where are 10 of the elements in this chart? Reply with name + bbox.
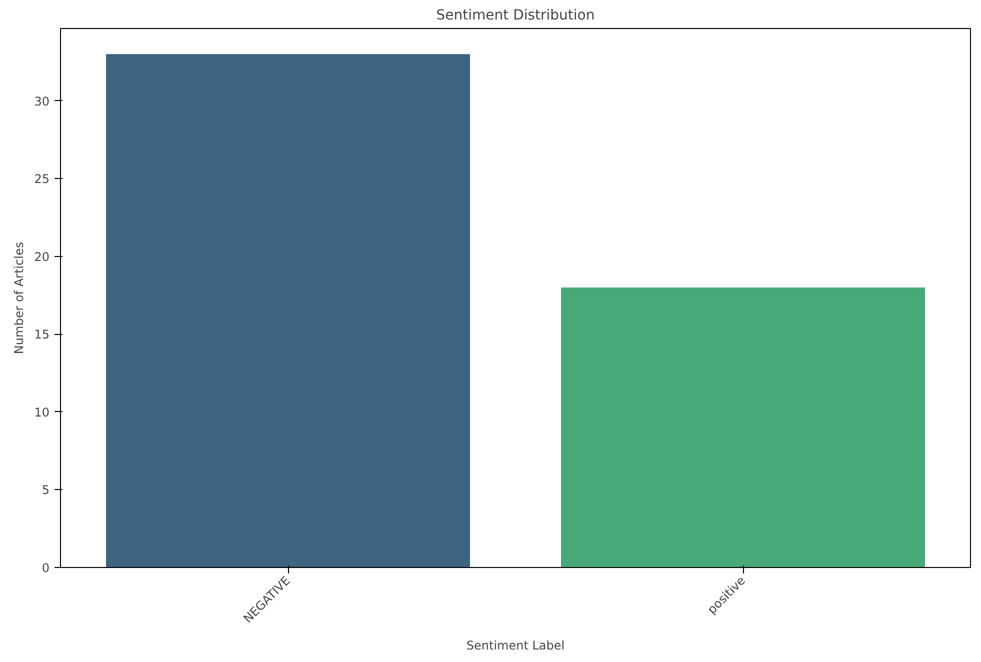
chart-title: Sentiment Distribution [436,8,595,24]
y-tick-label: 30 [34,94,50,108]
y-tick-label: 0 [42,561,50,575]
x-axis-title: Sentiment Label [466,638,565,653]
y-tick-label: 5 [42,483,50,498]
y-tick-label: 20 [34,250,50,264]
y-tick-label: 10 [34,405,50,420]
y-axis-title: Number of Articles [12,242,26,354]
y-tick-label: 15 [34,328,50,342]
y-tick-label: 25 [34,172,50,186]
